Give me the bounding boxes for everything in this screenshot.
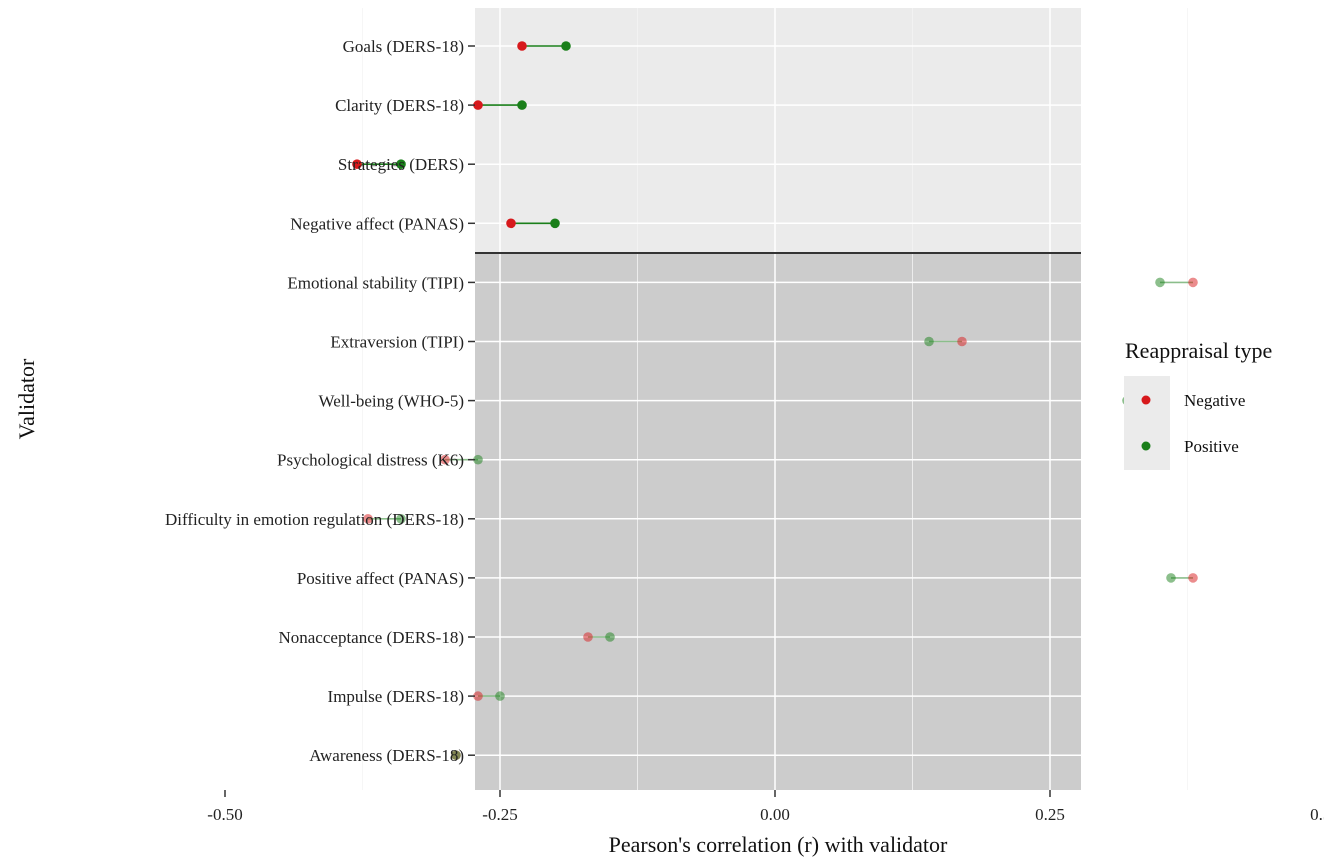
y-tick-label: Extraversion (TIPI) (330, 333, 464, 352)
point-positive (1166, 573, 1176, 583)
y-tick-label: Nonacceptance (DERS-18) (278, 628, 464, 647)
point-positive (550, 218, 560, 229)
y-tick-label: Psychological distress (K6) (277, 451, 464, 470)
point-positive (561, 41, 571, 51)
x-tick-label: 0.25 (1035, 805, 1065, 824)
point-negative (352, 159, 362, 169)
dumbbell-connectors (357, 45, 1193, 697)
y-tick-label: Clarity (DERS-18) (335, 96, 464, 115)
x-axis: -0.50 -0.25 0.00 0.25 0.50 (207, 790, 1324, 824)
y-tick-label: Well-being (WHO-5) (319, 392, 464, 411)
point-positive (396, 514, 406, 524)
legend-key-negative (1141, 395, 1151, 405)
point-negative (440, 454, 450, 465)
x-tick-label: 0.00 (760, 805, 790, 824)
y-axis-title: Validator (14, 358, 39, 439)
panel-backgrounds (475, 8, 1081, 790)
y-tick-label: Strategies (DERS) (338, 155, 464, 174)
point-positive (473, 454, 483, 465)
legend-label-negative: Negative (1184, 391, 1245, 410)
point-negative (473, 691, 483, 701)
y-tick-label: Awareness (DERS-18) (309, 746, 464, 765)
point-negative (473, 100, 483, 110)
panel-upper (475, 8, 1081, 253)
point-positive (924, 336, 934, 347)
point-positive (396, 159, 406, 169)
legend-title: Reappraisal type (1125, 338, 1272, 363)
point-negative (506, 218, 516, 229)
point-negative (1188, 573, 1198, 583)
point-negative (363, 514, 373, 524)
x-tick-label: 0.50 (1310, 805, 1324, 824)
point-negative (957, 336, 967, 347)
x-tick-label: -0.50 (207, 805, 242, 824)
legend: Reappraisal type Negative Positive (1124, 338, 1272, 470)
panel-lower (475, 253, 1081, 790)
y-tick-label: Negative affect (PANAS) (290, 214, 464, 233)
legend-key-background (1124, 376, 1170, 470)
y-axis: Goals (DERS-18) Clarity (DERS-18) Strategi… (165, 37, 475, 765)
y-tick-label: Emotional stability (TIPI) (287, 273, 464, 292)
point-negative (517, 41, 527, 51)
point-negative (583, 632, 593, 642)
point-positive (451, 750, 461, 760)
x-axis-title: Pearson's correlation (r) with validator (609, 832, 948, 857)
point-negative (1188, 277, 1198, 288)
gridlines (224, 8, 1188, 790)
y-tick-label: Positive affect (PANAS) (297, 569, 464, 588)
y-tick-label: Difficulty in emotion regulation (DERS-1… (165, 510, 464, 529)
legend-label-positive: Positive (1184, 437, 1239, 456)
point-positive (1155, 277, 1165, 288)
point-positive (495, 691, 505, 701)
x-tick-label: -0.25 (482, 805, 517, 824)
y-tick-label: Goals (DERS-18) (343, 37, 464, 56)
point-positive (605, 632, 615, 642)
y-tick-label: Impulse (DERS-18) (328, 687, 464, 706)
point-positive (517, 100, 527, 110)
legend-key-positive (1141, 441, 1151, 451)
